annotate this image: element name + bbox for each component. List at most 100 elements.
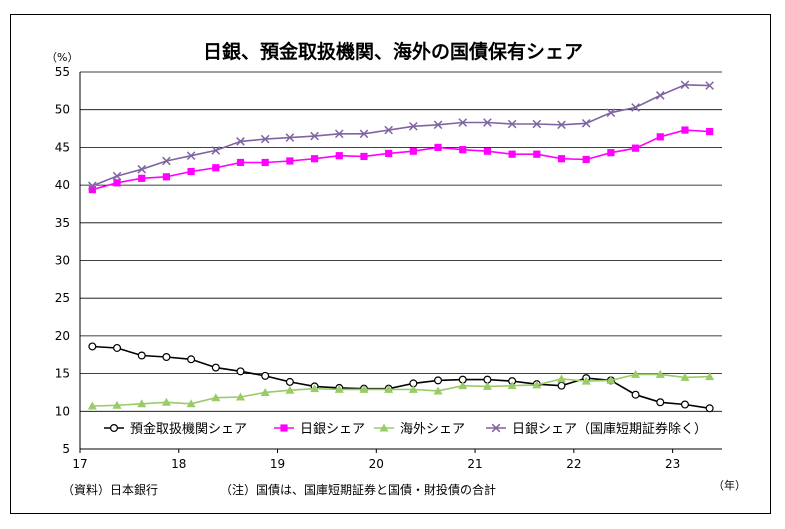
data-point <box>606 375 616 384</box>
marker-stroke <box>606 108 616 118</box>
y-tick-label: 30 <box>55 254 70 268</box>
x-tick-label: 23 <box>665 457 680 471</box>
data-point <box>360 152 368 161</box>
data-point <box>236 392 245 401</box>
legend-marker <box>280 424 288 432</box>
data-point <box>482 381 492 390</box>
chart-frame <box>10 14 771 514</box>
legend-marker <box>491 423 501 433</box>
data-point <box>483 147 492 155</box>
data-point <box>137 164 147 174</box>
data-point <box>458 381 468 390</box>
legend-label: 預金取扱機関シェア <box>130 421 247 437</box>
data-point <box>87 401 97 410</box>
data-point <box>112 171 122 181</box>
data-point <box>607 149 615 157</box>
y-axis-unit-label: （%） <box>46 51 78 64</box>
data-point <box>705 81 714 90</box>
data-point <box>161 397 171 406</box>
data-point <box>459 146 467 154</box>
data-point <box>359 384 369 393</box>
data-point <box>186 151 196 161</box>
series-line-2 <box>92 129 710 191</box>
data-point <box>137 351 146 360</box>
data-point <box>310 384 320 393</box>
legend-label: 日銀シェア（国庫短期証券除く） <box>512 421 707 437</box>
y-tick-label: 25 <box>55 291 70 305</box>
data-point <box>532 119 542 129</box>
data-point <box>631 144 640 152</box>
legend-item-3: 海外シェア <box>374 422 465 437</box>
x-tick-label: 18 <box>171 457 186 471</box>
marker-stroke <box>680 80 690 90</box>
chart-title: 日銀、預金取扱機関、海外の国債保有シェア <box>203 40 583 63</box>
data-point <box>385 149 393 158</box>
data-point <box>113 179 121 187</box>
data-point <box>260 134 270 144</box>
data-point <box>557 155 566 163</box>
data-point <box>261 371 270 380</box>
y-tick-label: 50 <box>55 103 70 117</box>
x-tick-label: 17 <box>72 457 87 471</box>
data-point <box>384 384 394 393</box>
data-point <box>533 150 541 158</box>
data-point <box>334 384 344 393</box>
data-point <box>88 186 96 194</box>
x-tick-label: 22 <box>566 457 581 471</box>
series-points-3 <box>87 369 715 410</box>
marker-stroke <box>483 118 492 127</box>
marker-stroke <box>532 119 542 129</box>
legend-label: 日銀シェア <box>300 422 365 437</box>
marker-stroke <box>384 125 393 135</box>
y-tick-label: 10 <box>55 404 70 418</box>
marker-stroke <box>655 91 665 100</box>
data-point <box>186 399 196 408</box>
marker-stroke <box>186 151 196 161</box>
marker-stroke <box>334 129 344 139</box>
marker-stroke <box>162 156 171 166</box>
data-point <box>409 147 417 155</box>
marker-stroke <box>88 181 97 191</box>
data-point <box>187 167 195 176</box>
marker-stroke <box>507 119 517 129</box>
x-tick-label: 20 <box>369 457 384 471</box>
series-points-2 <box>88 126 714 194</box>
data-point <box>408 384 418 393</box>
legend-label: 海外シェア <box>400 422 465 437</box>
data-point <box>236 158 245 167</box>
data-point <box>680 372 690 381</box>
marker-stroke <box>557 120 566 130</box>
marker-stroke <box>112 171 122 181</box>
y-tick-label: 5 <box>62 442 70 456</box>
data-point <box>458 118 468 127</box>
data-point <box>433 386 443 395</box>
data-point <box>285 377 294 386</box>
series-points-1 <box>88 342 714 413</box>
note-footnote: （注）国債は、国庫短期証券と国債・財投債の合計 <box>220 482 496 497</box>
data-point <box>581 118 591 128</box>
marker-stroke <box>458 118 468 127</box>
data-point <box>138 174 146 182</box>
legend-item-4: 日銀シェア（国庫短期証券除く） <box>486 421 707 437</box>
data-point <box>162 173 171 181</box>
data-point <box>384 125 393 135</box>
legend-marker <box>379 423 389 432</box>
data-point <box>211 393 221 402</box>
plot-area: 5 10 15 20 25 30 35 40 45 50 55 17 18 19 20 21 22 23 預金取扱機… <box>55 65 722 471</box>
data-point <box>212 164 220 172</box>
y-tick-label: 20 <box>55 329 70 343</box>
marker-stroke <box>409 121 418 131</box>
data-point <box>434 376 443 385</box>
y-tick-label: 45 <box>55 140 70 154</box>
data-point <box>706 127 714 136</box>
data-point <box>507 119 517 129</box>
data-point <box>631 103 640 112</box>
data-point <box>655 369 665 378</box>
data-point <box>507 381 517 390</box>
data-point <box>705 372 715 381</box>
data-point <box>557 374 566 383</box>
data-point <box>655 91 665 100</box>
marker-stroke <box>433 120 443 130</box>
data-point <box>656 398 665 407</box>
